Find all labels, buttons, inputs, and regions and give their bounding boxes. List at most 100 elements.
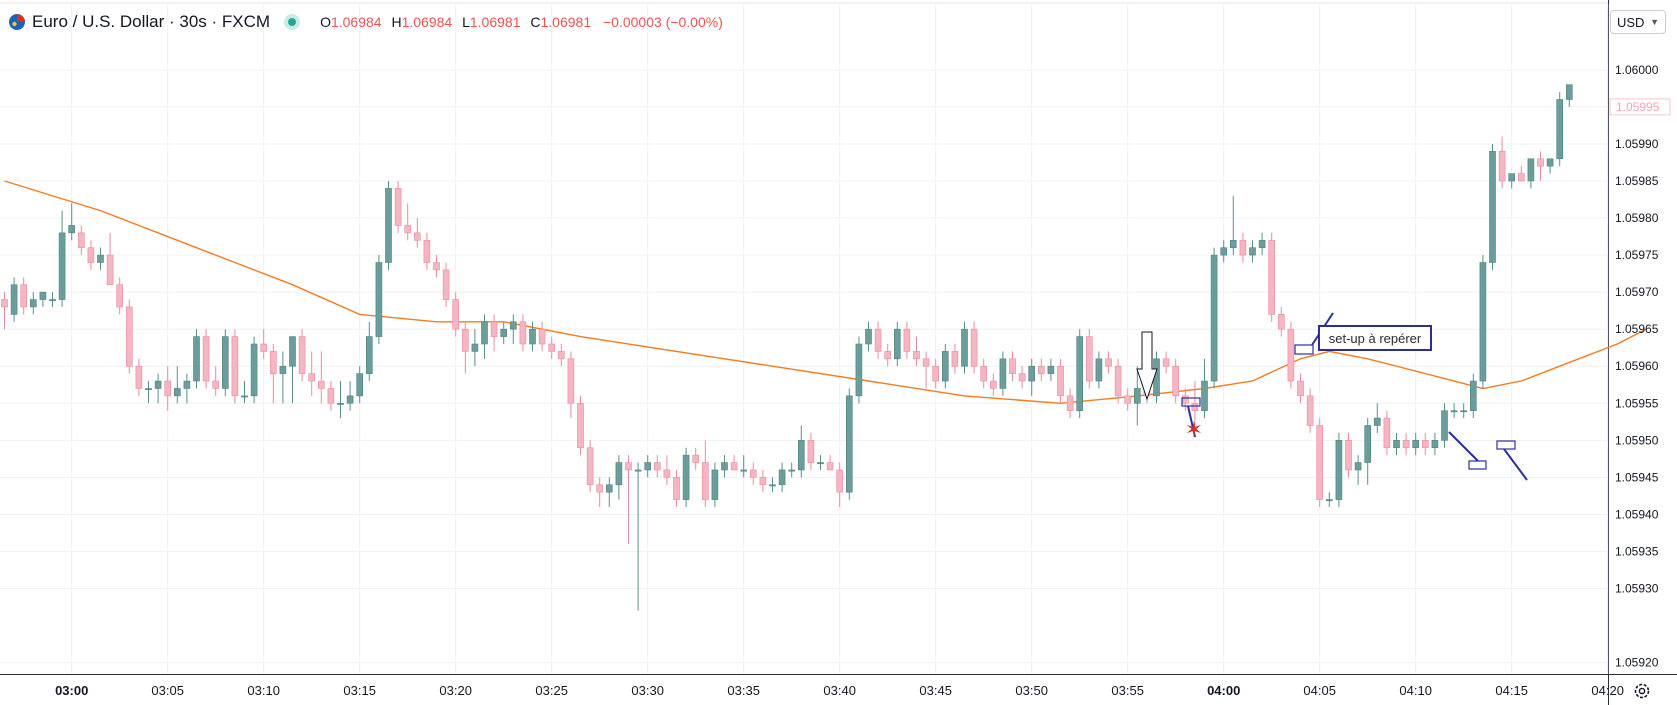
candle <box>721 455 728 478</box>
candle <box>260 329 268 359</box>
time-tick-label: 03:25 <box>535 683 568 698</box>
candle <box>375 255 383 344</box>
candle <box>922 351 930 389</box>
candle <box>1345 432 1352 478</box>
candle-body <box>1210 254 1218 382</box>
candle <box>327 381 335 411</box>
candle <box>1297 373 1304 404</box>
candle <box>461 321 469 374</box>
candle-body <box>1326 499 1333 502</box>
candle <box>701 440 709 507</box>
candle <box>1498 136 1506 189</box>
trend-line[interactable] <box>1187 405 1196 438</box>
candle-body <box>903 328 911 352</box>
candle-body <box>116 284 123 308</box>
candle <box>269 344 277 404</box>
candle <box>433 255 440 278</box>
candle-body <box>644 462 652 471</box>
candle-body <box>1393 440 1400 449</box>
candle-body <box>1258 239 1266 248</box>
highlight-box <box>1181 397 1201 407</box>
candle-body <box>1038 365 1045 374</box>
open-value: 1.06984 <box>330 14 382 30</box>
candle <box>1306 388 1314 433</box>
symbol-flag-icon <box>9 14 25 30</box>
currency-dropdown[interactable]: USD ▼ <box>1610 10 1666 34</box>
candle-body <box>519 321 527 345</box>
candle <box>884 344 892 367</box>
highlight-box <box>1468 460 1487 470</box>
time-tick-label: 03:40 <box>823 683 856 698</box>
price-tick-label: 1.05945 <box>1615 470 1659 484</box>
candle-body <box>29 299 37 308</box>
price-tick-label: 1.06000 <box>1615 63 1659 77</box>
candle-body <box>308 373 316 382</box>
candle <box>1038 358 1045 382</box>
candle-body <box>1316 425 1323 500</box>
candle-body <box>279 365 287 374</box>
down-arrow-drawing[interactable] <box>1136 331 1158 401</box>
candle <box>932 358 940 389</box>
candle-body <box>692 454 700 463</box>
trend-line[interactable] <box>1503 448 1528 481</box>
settings-gear-button[interactable] <box>1631 680 1653 702</box>
candle <box>557 344 565 367</box>
candle <box>1316 418 1323 507</box>
candle <box>183 373 191 404</box>
candle <box>855 336 863 404</box>
candle <box>730 455 738 471</box>
candle <box>509 314 517 344</box>
candle <box>1210 247 1218 389</box>
candle-body <box>1028 365 1035 382</box>
price-tick-label: 1.05990 <box>1615 137 1659 151</box>
candle-body <box>1470 380 1477 411</box>
candle-body <box>212 380 219 389</box>
time-tick-label: 03:30 <box>631 683 664 698</box>
setup-callout[interactable]: set-up à repérer <box>1318 325 1432 351</box>
time-tick-label: 03:10 <box>247 683 280 698</box>
candle-body <box>1086 336 1093 382</box>
candle-body <box>1018 373 1026 382</box>
candle-body <box>1057 365 1064 397</box>
candle-body <box>327 388 335 404</box>
candle <box>1047 358 1055 382</box>
candle-body <box>1105 358 1112 367</box>
candle-body <box>404 225 412 234</box>
candle-body <box>58 232 66 300</box>
candle <box>1066 388 1074 419</box>
price-tick-label: 1.05935 <box>1615 544 1659 558</box>
candle <box>711 462 719 507</box>
candle <box>1009 351 1016 382</box>
price-tick-label: 1.05955 <box>1615 396 1659 410</box>
candle <box>404 203 412 241</box>
candle-body <box>1383 417 1391 449</box>
candle-body <box>337 402 344 405</box>
candle-body <box>1066 395 1074 411</box>
candle-body <box>625 462 632 471</box>
candle <box>231 329 239 404</box>
candle-body <box>788 469 796 472</box>
candle <box>1018 366 1026 389</box>
candle-body <box>10 284 18 315</box>
candle-body <box>413 232 421 241</box>
market-status-icon[interactable] <box>284 14 301 30</box>
time-tick-label: 03:00 <box>55 683 88 698</box>
candle <box>913 336 920 367</box>
time-tick-label: 04:10 <box>1399 683 1432 698</box>
symbol-title[interactable]: Euro / U.S. Dollar · 30s · FXCM <box>32 12 271 31</box>
candle-body <box>1527 158 1535 182</box>
candle <box>1258 232 1266 256</box>
last-price-label: 1.05995 <box>1616 100 1660 114</box>
candle-body <box>346 395 354 404</box>
candle <box>452 292 460 337</box>
candle <box>845 388 853 500</box>
candle <box>903 321 911 359</box>
trend-line[interactable] <box>1448 431 1479 462</box>
candle <box>653 455 661 478</box>
candle-body <box>1172 365 1179 397</box>
candle-body <box>884 351 892 360</box>
candle <box>193 329 200 389</box>
candle <box>961 321 968 374</box>
candle <box>605 477 613 507</box>
